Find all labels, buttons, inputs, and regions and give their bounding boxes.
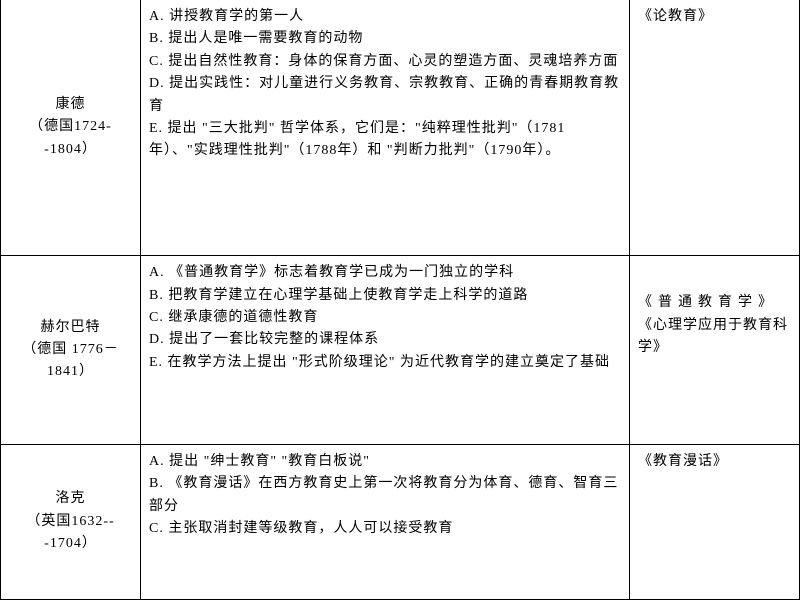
works-cell: 《论教育》 — [630, 0, 800, 256]
point-b: B. 把教育学建立在心理学基础上使教育学走上科学的道路 — [149, 285, 621, 307]
work-title: 《论教育》 — [638, 6, 791, 28]
point-b: B. 《教育漫话》在西方教育史上第一次将教育分为体育、德育、智育三部分 — [149, 473, 621, 518]
point-e: E. 提出 "三大批判" 哲学体系，它们是："纯粹理性批判"（1781年）、"实… — [149, 118, 621, 163]
person-country-years: （德国1724--1804） — [9, 116, 132, 161]
educators-table: 康德 （德国1724--1804） A. 讲授教育学的第一人 B. 提出人是唯一… — [0, 0, 800, 600]
point-a: A. 讲授教育学的第一人 — [149, 6, 621, 28]
point-c: C. 提出自然性教育：身体的保育方面、心灵的塑造方面、灵魂培养方面 — [149, 51, 621, 73]
table-row: 康德 （德国1724--1804） A. 讲授教育学的第一人 B. 提出人是唯一… — [1, 0, 800, 256]
person-country-years: （英国1632---1704） — [9, 511, 132, 556]
person-name: 赫尔巴特 — [9, 317, 132, 339]
work-title: 《教育漫话》 — [638, 451, 791, 473]
work-title: 《普通教育学》 — [638, 295, 778, 310]
point-c: C. 继承康德的道德性教育 — [149, 307, 621, 329]
point-a: A. 提出 "绅士教育" "教育白板说" — [149, 451, 621, 473]
person-name: 康德 — [9, 94, 132, 116]
point-c: C. 主张取消封建等级教育，人人可以接受教育 — [149, 518, 621, 540]
points-cell: A. 提出 "绅士教育" "教育白板说" B. 《教育漫话》在西方教育史上第一次… — [141, 445, 630, 600]
points-cell: A. 讲授教育学的第一人 B. 提出人是唯一需要教育的动物 C. 提出自然性教育… — [141, 0, 630, 256]
point-b: B. 提出人是唯一需要教育的动物 — [149, 28, 621, 50]
person-cell: 赫尔巴特 （德国 1776－1841） — [1, 256, 141, 445]
work-title: 《心理学应用于教育科学》 — [638, 315, 791, 360]
person-cell: 康德 （德国1724--1804） — [1, 0, 141, 256]
points-cell: A. 《普通教育学》标志着教育学已成为一门独立的学科 B. 把教育学建立在心理学… — [141, 256, 630, 445]
person-country-years: （德国 1776－1841） — [9, 339, 132, 384]
table-row: 洛克 （英国1632---1704） A. 提出 "绅士教育" "教育白板说" … — [1, 445, 800, 600]
works-cell: 《普通教育学》 《心理学应用于教育科学》 — [630, 256, 800, 445]
table-row: 赫尔巴特 （德国 1776－1841） A. 《普通教育学》标志着教育学已成为一… — [1, 256, 800, 445]
works-cell: 《教育漫话》 — [630, 445, 800, 600]
person-name: 洛克 — [9, 488, 132, 510]
person-cell: 洛克 （英国1632---1704） — [1, 445, 141, 600]
point-a: A. 《普通教育学》标志着教育学已成为一门独立的学科 — [149, 262, 621, 284]
point-d: D. 提出了一套比较完整的课程体系 — [149, 329, 621, 351]
point-d: D. 提出实践性：对儿童进行义务教育、宗教教育、正确的青春期教育教育 — [149, 73, 621, 118]
point-e: E. 在教学方法上提出 "形式阶级理论" 为近代教育学的建立奠定了基础 — [149, 352, 621, 374]
